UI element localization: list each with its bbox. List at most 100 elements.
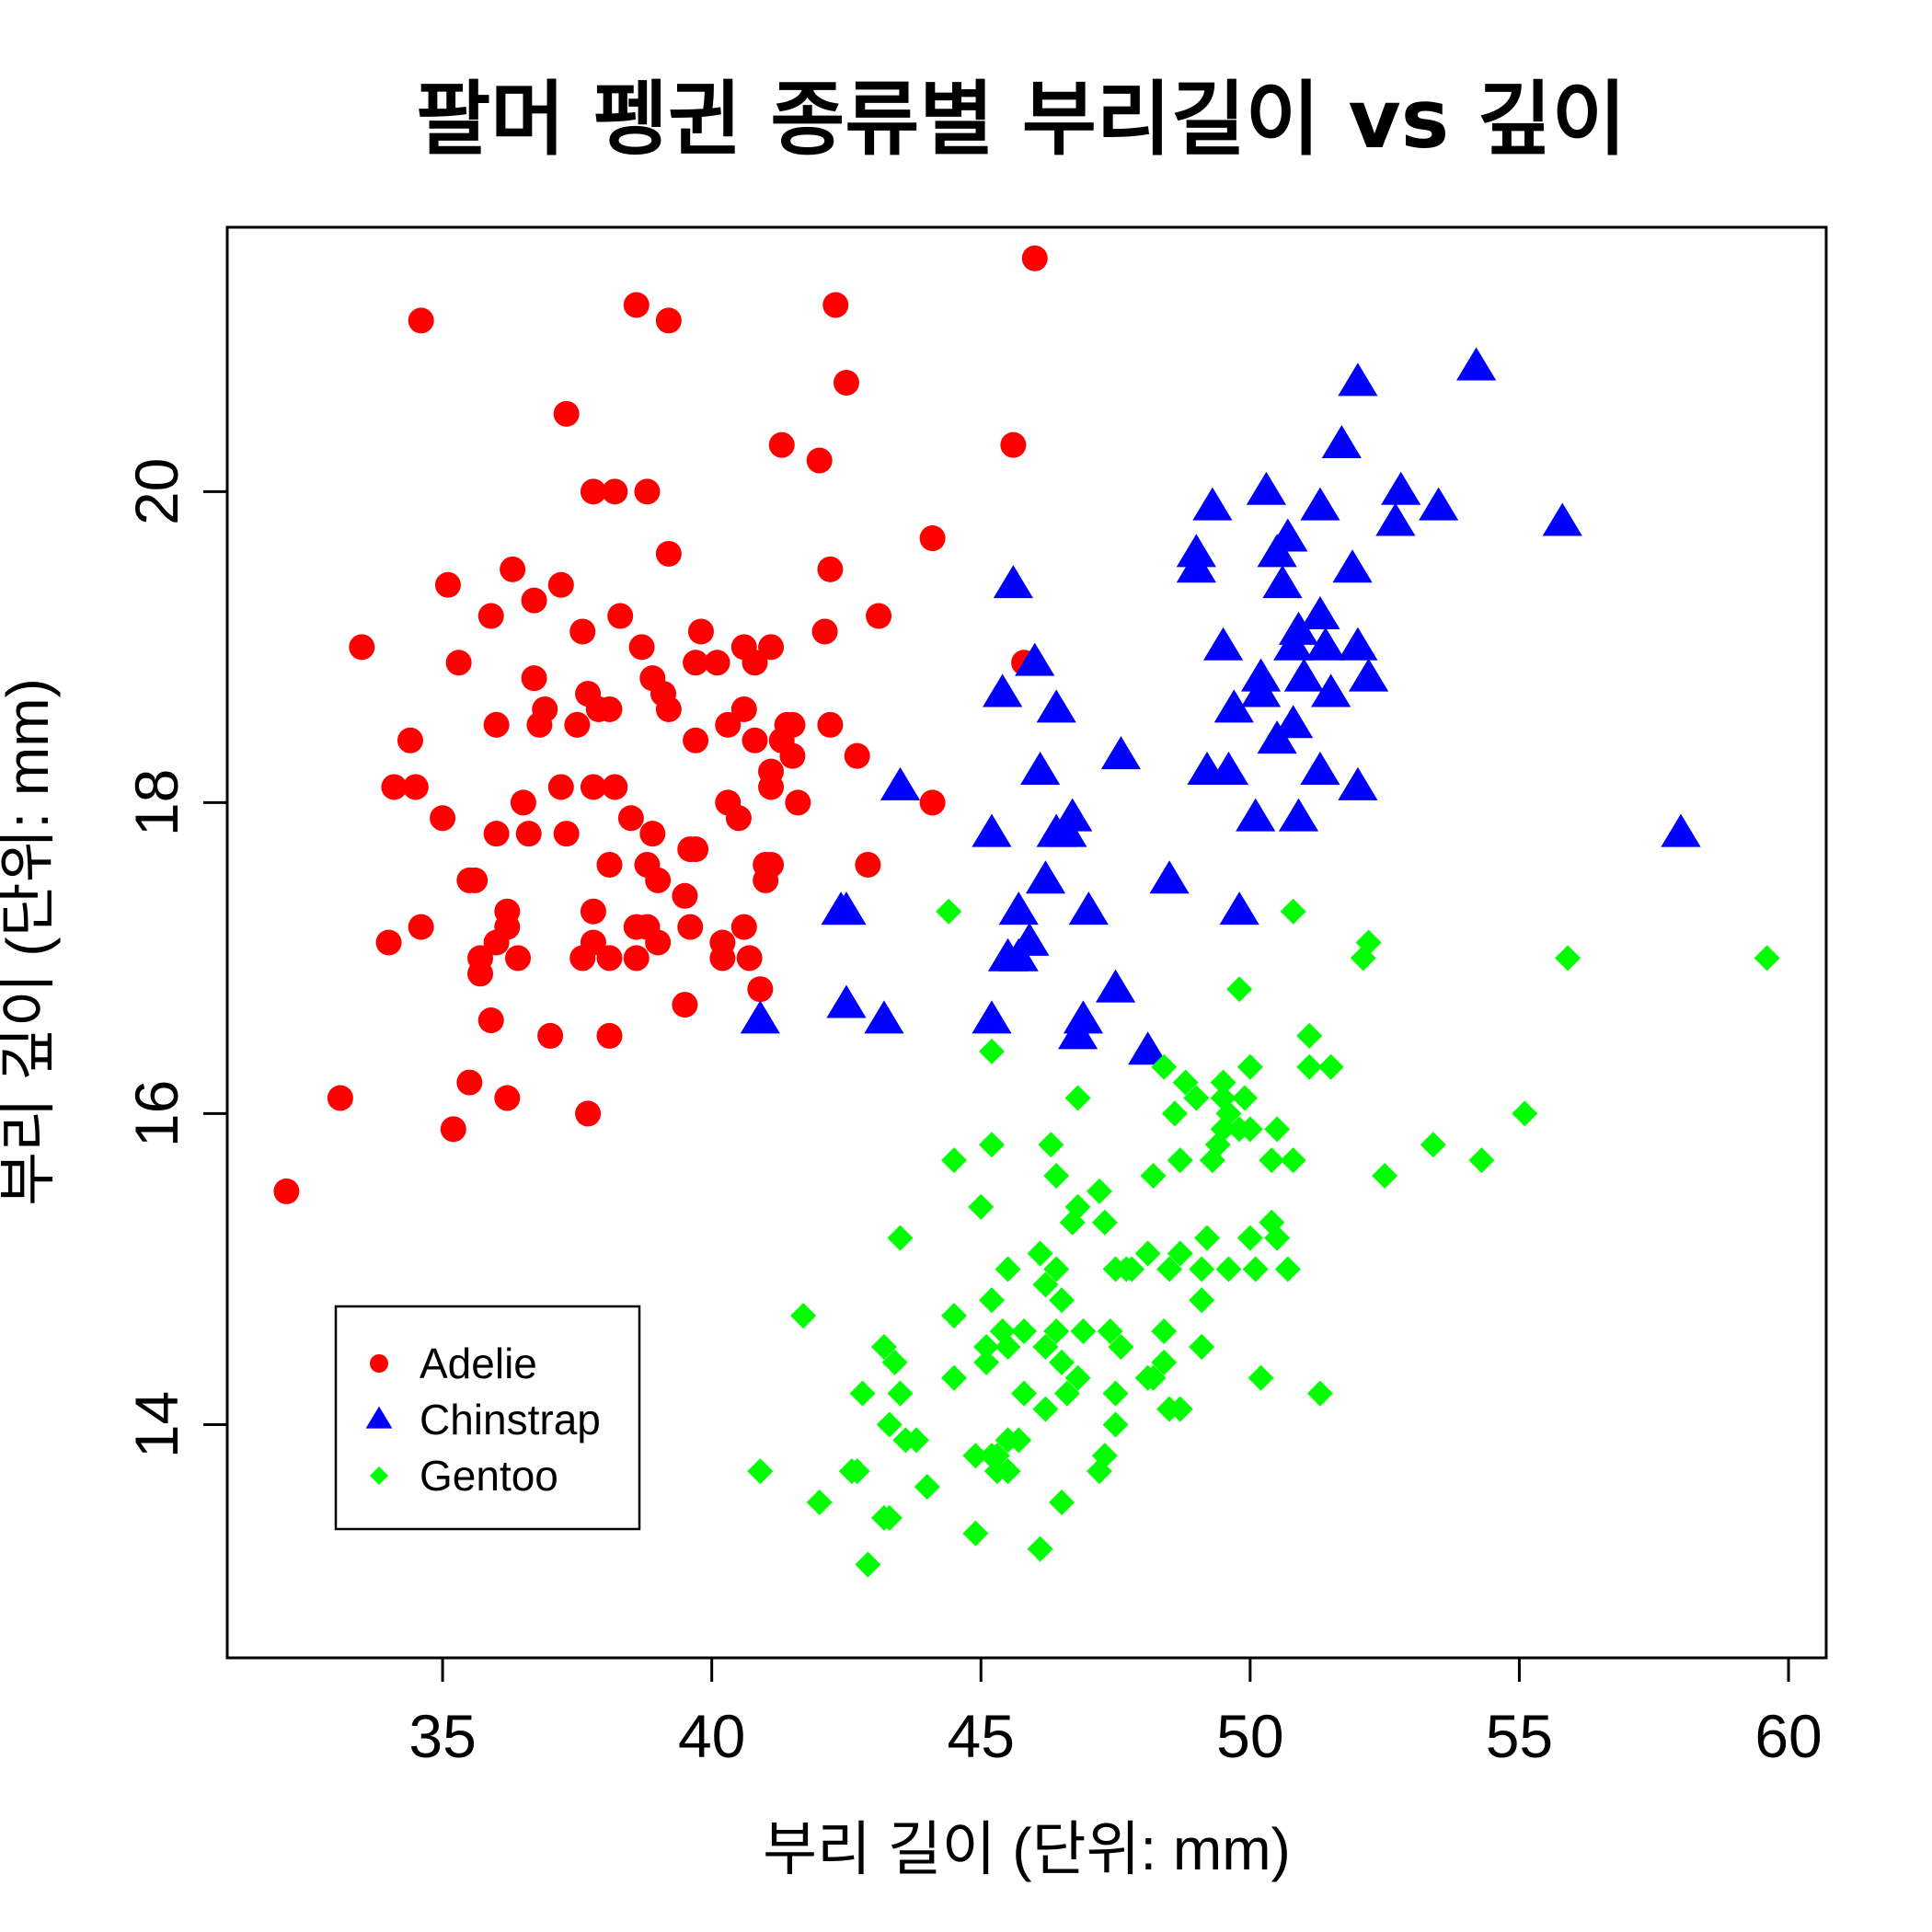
data-point-gentoo (941, 1147, 967, 1174)
data-point-gentoo (870, 1333, 897, 1360)
data-point-chinstrap (1381, 471, 1421, 505)
data-point-adelie (580, 929, 606, 956)
data-point-gentoo (968, 1193, 995, 1220)
data-point-gentoo (1167, 1147, 1193, 1174)
data-point-chinstrap (1036, 689, 1076, 723)
data-point-adelie (521, 665, 547, 692)
data-point-adelie (639, 821, 666, 847)
data-point-adelie (919, 789, 946, 816)
data-point-gentoo (1555, 945, 1581, 972)
data-point-gentoo (1027, 1535, 1053, 1562)
data-point-gentoo (876, 1411, 903, 1438)
y-tick-label: 14 (122, 1391, 190, 1458)
x-axis-label: 부리 길이 (단위: mm) (763, 1816, 1291, 1882)
y-tick-label: 18 (122, 769, 190, 836)
data-point-adelie (672, 882, 698, 909)
data-point-gentoo (1194, 1225, 1221, 1251)
data-point-chinstrap (1213, 689, 1254, 723)
data-point-gentoo (790, 1303, 817, 1329)
data-point-chinstrap (1268, 518, 1308, 552)
data-point-gentoo (914, 1474, 940, 1501)
data-point-adelie (758, 758, 785, 785)
data-point-gentoo (1011, 1380, 1038, 1407)
data-point-adelie (866, 603, 892, 629)
data-point-adelie (779, 742, 806, 769)
data-point-gentoo (962, 1443, 989, 1469)
data-point-chinstrap (1009, 922, 1050, 956)
data-point-chinstrap (1063, 1000, 1104, 1034)
data-point-adelie (434, 571, 461, 598)
data-point-adelie (445, 650, 472, 676)
legend-items: Adelie Chinstrap Gentoo (365, 1340, 601, 1500)
data-point-gentoo (903, 1427, 930, 1454)
data-point-gentoo (1049, 1349, 1075, 1375)
data-point-gentoo (1156, 1256, 1183, 1282)
data-point-adelie (742, 650, 768, 676)
data-point-chinstrap (1176, 534, 1216, 568)
data-point-adelie (547, 774, 574, 800)
x-tick-label: 60 (1754, 1702, 1822, 1770)
data-point-adelie (617, 805, 644, 832)
data-point-chinstrap (1419, 487, 1459, 521)
data-point-adelie (462, 867, 489, 893)
data-point-chinstrap (826, 891, 867, 926)
data-point-adelie (683, 836, 709, 863)
data-point-gentoo (1468, 1147, 1495, 1174)
data-point-gentoo (1259, 1147, 1285, 1174)
data-point-gentoo (1151, 1053, 1178, 1080)
data-point-gentoo (1372, 1163, 1398, 1190)
data-point-adelie (730, 696, 757, 722)
data-point-adelie (580, 898, 606, 925)
legend: Adelie Chinstrap Gentoo (334, 1305, 641, 1531)
legend-marker-chinstrap (365, 1406, 393, 1429)
data-point-adelie (402, 774, 429, 800)
data-point-adelie (747, 976, 774, 1003)
data-point-gentoo (936, 898, 962, 925)
data-point-gentoo (1140, 1163, 1167, 1190)
data-point-gentoo (1140, 1364, 1167, 1391)
data-point-adelie (758, 851, 785, 878)
data-point-chinstrap (1100, 736, 1142, 770)
data-point-adelie (602, 478, 628, 505)
data-point-chinstrap (1300, 595, 1340, 629)
data-point-adelie (730, 914, 757, 940)
data-point-gentoo (1119, 1256, 1145, 1282)
data-point-chinstrap (1348, 658, 1389, 692)
data-point-gentoo (1043, 1318, 1070, 1345)
data-point-gentoo (747, 1458, 774, 1485)
data-point-gentoo (844, 1458, 870, 1485)
data-point-adelie (709, 929, 736, 956)
data-point-adelie (553, 821, 580, 847)
data-point-chinstrap (972, 813, 1012, 847)
data-point-gentoo (1296, 1022, 1323, 1049)
data-point-adelie (634, 478, 661, 505)
data-point-adelie (564, 711, 591, 738)
data-point-gentoo (1011, 1318, 1038, 1345)
data-point-gentoo (1091, 1209, 1118, 1236)
data-point-chinstrap (1338, 766, 1378, 800)
data-point-gentoo (1134, 1240, 1161, 1267)
data-point-chinstrap (1273, 705, 1314, 739)
y-tick-label: 20 (122, 458, 190, 525)
data-point-chinstrap (1305, 627, 1346, 661)
data-point-gentoo (995, 1256, 1021, 1282)
data-point-gentoo (1151, 1349, 1178, 1375)
legend-item-chinstrap: Chinstrap (365, 1396, 601, 1443)
data-point-adelie (687, 618, 714, 645)
data-point-chinstrap (1015, 642, 1055, 676)
series-gentoo (747, 898, 1780, 1578)
data-point-adelie (483, 821, 510, 847)
data-point-gentoo (1064, 1193, 1091, 1220)
data-point-chinstrap (1025, 860, 1066, 894)
x-tick-label: 35 (408, 1702, 476, 1770)
data-point-adelie (844, 742, 870, 769)
data-point-chinstrap (1236, 798, 1276, 832)
data-point-adelie (742, 727, 768, 753)
data-point-chinstrap (1219, 891, 1259, 926)
legend-label: Adelie (420, 1340, 537, 1387)
data-point-adelie (725, 805, 752, 832)
data-point-adelie (628, 634, 655, 661)
data-point-gentoo (1189, 1287, 1215, 1314)
data-point-gentoo (1032, 1396, 1059, 1422)
